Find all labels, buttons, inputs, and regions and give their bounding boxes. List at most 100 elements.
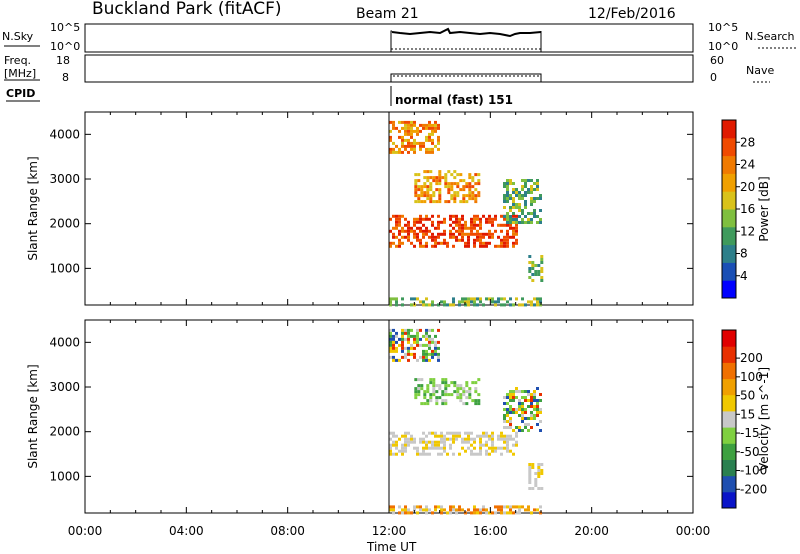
data-cell bbox=[428, 235, 431, 239]
data-cell bbox=[524, 411, 527, 414]
data-cell bbox=[404, 437, 407, 441]
data-cell bbox=[467, 297, 470, 301]
colorbar-label: Velocity [m s^-1] bbox=[757, 367, 771, 471]
data-cell bbox=[395, 217, 398, 221]
data-cell bbox=[503, 414, 506, 417]
data-cell bbox=[416, 505, 419, 509]
data-cell bbox=[533, 414, 536, 417]
data-cell bbox=[425, 123, 428, 127]
data-cell bbox=[509, 417, 512, 420]
data-cell bbox=[468, 387, 472, 391]
data-cell bbox=[438, 191, 442, 195]
data-cell bbox=[521, 209, 524, 212]
data-cell bbox=[440, 511, 443, 515]
x-axis-label: Time UT bbox=[366, 540, 417, 554]
data-cell bbox=[426, 194, 430, 198]
data-cell bbox=[515, 408, 518, 411]
data-cell bbox=[539, 300, 542, 304]
data-cell bbox=[497, 505, 500, 509]
data-cell bbox=[458, 434, 461, 438]
nsky-trace bbox=[390, 30, 392, 52]
colorbar-swatch bbox=[722, 346, 736, 363]
data-cell bbox=[434, 505, 437, 509]
data-cell bbox=[428, 334, 431, 338]
data-cell bbox=[458, 226, 461, 230]
data-cell bbox=[392, 431, 395, 435]
data-cell bbox=[540, 270, 544, 273]
data-cell bbox=[527, 390, 530, 393]
data-cell bbox=[461, 238, 464, 242]
data-cell bbox=[425, 214, 428, 218]
data-cell bbox=[429, 176, 433, 180]
data-cell bbox=[401, 214, 404, 218]
y-tick-label: 4000 bbox=[49, 127, 80, 141]
data-cell bbox=[431, 355, 434, 359]
data-cell bbox=[491, 300, 494, 304]
data-cell bbox=[531, 463, 535, 466]
data-cell bbox=[410, 241, 413, 245]
colorbar-tick-label: 4 bbox=[740, 269, 748, 283]
data-cell bbox=[425, 226, 428, 230]
data-cell bbox=[449, 214, 452, 218]
data-cell bbox=[426, 176, 430, 180]
data-cell bbox=[468, 185, 472, 189]
data-cell bbox=[524, 417, 527, 420]
data-cell bbox=[521, 411, 524, 414]
data-cell bbox=[515, 431, 518, 435]
data-cell bbox=[404, 120, 407, 124]
data-cell bbox=[458, 431, 461, 435]
data-cell bbox=[401, 340, 404, 344]
data-cell bbox=[470, 229, 473, 233]
data-cell bbox=[423, 176, 427, 180]
colorbar-tick-label: 16 bbox=[740, 202, 755, 216]
data-cell bbox=[456, 182, 460, 186]
data-cell bbox=[468, 188, 472, 192]
data-cell bbox=[425, 505, 428, 509]
data-cell bbox=[533, 303, 536, 307]
data-cell bbox=[434, 343, 437, 347]
data-cell bbox=[533, 182, 536, 185]
data-cell bbox=[503, 194, 506, 197]
data-cell bbox=[413, 340, 416, 344]
data-cell bbox=[537, 463, 541, 466]
data-cell bbox=[500, 508, 503, 512]
data-cell bbox=[431, 238, 434, 242]
data-cell bbox=[422, 244, 425, 248]
colorbar-tick-label: 50 bbox=[740, 389, 755, 403]
data-cell bbox=[509, 426, 512, 429]
data-cell bbox=[468, 197, 472, 201]
data-cell bbox=[539, 194, 542, 197]
data-cell bbox=[407, 511, 410, 515]
data-cell bbox=[401, 144, 404, 148]
data-cell bbox=[434, 346, 437, 350]
plot-title: Buckland Park (fitACF) bbox=[92, 0, 282, 19]
data-cell bbox=[464, 220, 467, 224]
data-cell bbox=[414, 173, 418, 177]
y-axis-label: Slant Range [km] bbox=[26, 364, 40, 468]
data-cell bbox=[434, 334, 437, 338]
data-cell bbox=[515, 232, 518, 236]
data-cell bbox=[470, 223, 473, 227]
data-cell bbox=[518, 215, 521, 218]
data-cell bbox=[531, 273, 535, 276]
data-cell bbox=[533, 215, 536, 218]
data-cell bbox=[432, 378, 436, 382]
colorbar-swatch bbox=[722, 459, 736, 477]
data-cell bbox=[428, 303, 431, 307]
data-cell bbox=[528, 267, 532, 270]
data-cell bbox=[437, 452, 440, 456]
data-cell bbox=[506, 443, 509, 447]
data-cell bbox=[468, 176, 472, 180]
data-cell bbox=[530, 411, 533, 414]
data-cell bbox=[503, 420, 506, 423]
data-cell bbox=[416, 129, 419, 133]
data-cell bbox=[527, 300, 530, 304]
data-cell bbox=[528, 487, 532, 490]
data-cell bbox=[431, 431, 434, 435]
data-cell bbox=[470, 511, 473, 515]
data-cell bbox=[467, 446, 470, 450]
data-cell bbox=[500, 431, 503, 435]
data-cell bbox=[417, 384, 421, 388]
data-cell bbox=[461, 437, 464, 441]
data-cell bbox=[443, 220, 446, 224]
